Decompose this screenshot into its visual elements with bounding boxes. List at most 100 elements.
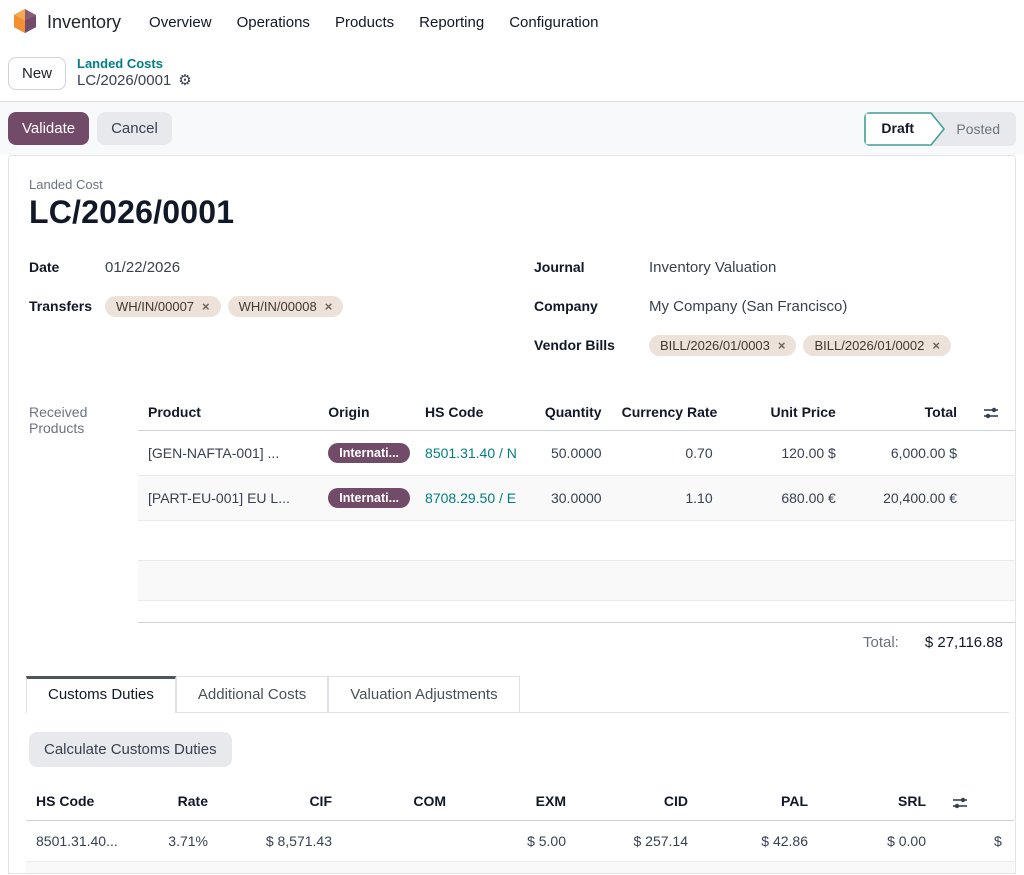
transfer-tag[interactable]: WH/IN/00008 × xyxy=(227,295,344,317)
vendor-bill-tag[interactable]: BILL/2026/01/0002 × xyxy=(803,334,951,356)
col-exm[interactable]: EXM xyxy=(456,783,576,821)
cell-product[interactable]: [PART-EU-001] EU L... xyxy=(138,475,319,522)
cell-pal[interactable]: $ 185.45 xyxy=(698,861,818,873)
origin-badge: Internati... xyxy=(328,443,411,464)
optional-columns-button[interactable] xyxy=(936,783,984,821)
customs-duties-table: HS Code Rate CIF COM EXM CID PAL SRL xyxy=(26,783,1014,873)
col-srl[interactable]: SRL xyxy=(818,783,936,821)
col-cid[interactable]: CID xyxy=(576,783,698,821)
vendor-bills-tags: BILL/2026/01/0003 × BILL/2026/01/0002 × xyxy=(649,334,951,356)
cell-com[interactable] xyxy=(342,861,456,873)
nav-item-configuration[interactable]: Configuration xyxy=(509,14,599,31)
origin-badge: Internati... xyxy=(328,488,411,509)
cancel-button[interactable]: Cancel xyxy=(97,112,172,145)
cell-total[interactable]: 6,000.00 $ xyxy=(845,430,968,477)
received-products-table: Product Origin HS Code Quantity Currency… xyxy=(138,394,1015,602)
transfers-label: Transfers xyxy=(29,298,93,314)
received-products-section: Received Products Product Origin HS Code… xyxy=(29,394,1015,652)
validate-button[interactable]: Validate xyxy=(8,112,90,145)
breadcrumb-current: LC/2026/0001 ⚙ xyxy=(77,72,192,91)
remove-tag-icon[interactable]: × xyxy=(777,337,786,353)
breadcrumb-parent-link[interactable]: Landed Costs xyxy=(77,55,163,71)
nav-item-overview[interactable]: Overview xyxy=(149,14,212,31)
tab-additional-costs[interactable]: Additional Costs xyxy=(175,676,329,713)
cell-hs-code[interactable]: 8501.31.40 / N xyxy=(415,430,522,477)
vendor-bill-tag[interactable]: BILL/2026/01/0003 × xyxy=(649,334,797,356)
hs-code-link[interactable]: 8708.29.50 / E xyxy=(425,490,517,507)
nav-item-products[interactable]: Products xyxy=(334,14,395,31)
cell-quantity[interactable]: 30.0000 xyxy=(521,475,612,522)
vendor-bills-label: Vendor Bills xyxy=(534,337,615,353)
calculate-customs-duties-button[interactable]: Calculate Customs Duties xyxy=(29,732,232,768)
date-value[interactable]: 01/22/2026 xyxy=(105,258,181,276)
company-value[interactable]: My Company (San Francisco) xyxy=(649,297,848,315)
cell-hs-code[interactable]: 8708.29.50 / E xyxy=(415,475,522,522)
table-row[interactable]: [GEN-NAFTA-001] ... Internati... 8501.31… xyxy=(138,430,1015,477)
cell-rate[interactable]: 6.22% xyxy=(153,861,218,873)
tab-customs-duties[interactable]: Customs Duties xyxy=(26,676,176,714)
cell-cid[interactable]: $ 257.14 xyxy=(576,820,698,862)
table-row[interactable]: 8501.31.40... 3.71% $ 8,571.43 $ 5.00 $ … xyxy=(26,820,1014,862)
cell-unit-price[interactable]: 680.00 € xyxy=(722,475,846,522)
cell-srl[interactable]: $ 0.00 xyxy=(818,820,936,862)
cell-com[interactable] xyxy=(342,820,456,862)
journal-label: Journal xyxy=(534,259,585,275)
remove-tag-icon[interactable]: × xyxy=(202,298,210,314)
col-com[interactable]: COM xyxy=(342,783,456,821)
remove-tag-icon[interactable]: × xyxy=(324,298,333,314)
nav-item-reporting[interactable]: Reporting xyxy=(419,14,485,31)
cell-exm[interactable]: $ 8.00 xyxy=(456,861,576,873)
tab-valuation-adjustments[interactable]: Valuation Adjustments xyxy=(328,676,520,713)
col-product[interactable]: Product xyxy=(138,394,319,432)
remove-tag-icon[interactable]: × xyxy=(932,337,940,353)
cell-product[interactable]: [GEN-NAFTA-001] ... xyxy=(138,430,319,477)
sliders-icon xyxy=(953,797,967,808)
optional-columns-button[interactable] xyxy=(967,394,1015,432)
cell-total[interactable]: 20,400.00 € xyxy=(845,475,968,522)
vendor-bill-tag-label: BILL/2026/01/0002 xyxy=(814,337,925,353)
cell-rate[interactable]: 3.71% xyxy=(153,820,218,862)
hs-code-link[interactable]: 8501.31.40 / N xyxy=(425,445,517,462)
new-button[interactable]: New xyxy=(8,56,67,90)
date-label: Date xyxy=(29,259,60,275)
transfer-tag[interactable]: WH/IN/00007 × xyxy=(105,295,221,317)
cell-cif[interactable]: $ 18,545.45 xyxy=(218,861,342,873)
gear-icon[interactable]: ⚙ xyxy=(178,71,192,89)
col-hs-code[interactable]: HS Code xyxy=(415,394,522,432)
cell-currency-rate[interactable]: 1.10 xyxy=(611,475,723,522)
cell-clipped[interactable]: $ xyxy=(984,820,1014,862)
cell-unit-price[interactable]: 120.00 $ xyxy=(722,430,846,477)
col-pal[interactable]: PAL xyxy=(698,783,818,821)
col-hs-code[interactable]: HS Code xyxy=(26,783,153,821)
field-column-right: Journal Inventory Valuation Company My C… xyxy=(534,255,1009,372)
nav-item-operations[interactable]: Operations xyxy=(236,14,310,31)
table-row[interactable]: 8708.29.50... 6.22% $ 18,545.45 $ 8.00 $… xyxy=(26,861,1014,873)
cell-quantity[interactable]: 50.0000 xyxy=(521,430,612,477)
top-navbar: Inventory Overview Operations Products R… xyxy=(0,0,1024,45)
cell-pal[interactable]: $ 42.86 xyxy=(698,820,818,862)
cell-cid[interactable]: $ 927.27 xyxy=(576,861,698,873)
col-origin[interactable]: Origin xyxy=(318,394,416,432)
page-title: LC/2026/0001 xyxy=(29,194,235,230)
col-quantity[interactable]: Quantity xyxy=(521,394,612,432)
cell-srl[interactable]: $ 0.00 xyxy=(818,861,936,873)
col-rate[interactable]: Rate xyxy=(153,783,218,821)
cell-currency-rate[interactable]: 0.70 xyxy=(611,430,723,477)
journal-value[interactable]: Inventory Valuation xyxy=(649,258,777,276)
status-posted[interactable]: Posted xyxy=(956,120,1000,137)
cell-origin[interactable]: Internati... xyxy=(318,475,416,522)
total-label: Total: xyxy=(863,634,899,652)
col-cif[interactable]: CIF xyxy=(218,783,342,821)
status-draft[interactable]: Draft xyxy=(864,111,946,146)
col-currency-rate[interactable]: Currency Rate xyxy=(611,394,723,432)
cell-origin[interactable]: Internati... xyxy=(318,430,416,477)
col-unit-price[interactable]: Unit Price xyxy=(722,394,846,432)
cell-hs-code[interactable]: 8501.31.40... xyxy=(26,820,153,862)
cell-exm[interactable]: $ 5.00 xyxy=(456,820,576,862)
cell-clipped[interactable]: $ xyxy=(984,861,1014,873)
app-switcher[interactable]: Inventory xyxy=(12,8,121,37)
table-row[interactable]: [PART-EU-001] EU L... Internati... 8708.… xyxy=(138,475,1015,522)
col-total[interactable]: Total xyxy=(845,394,968,432)
cell-hs-code[interactable]: 8708.29.50... xyxy=(26,861,153,873)
cell-cif[interactable]: $ 8,571.43 xyxy=(218,820,342,862)
